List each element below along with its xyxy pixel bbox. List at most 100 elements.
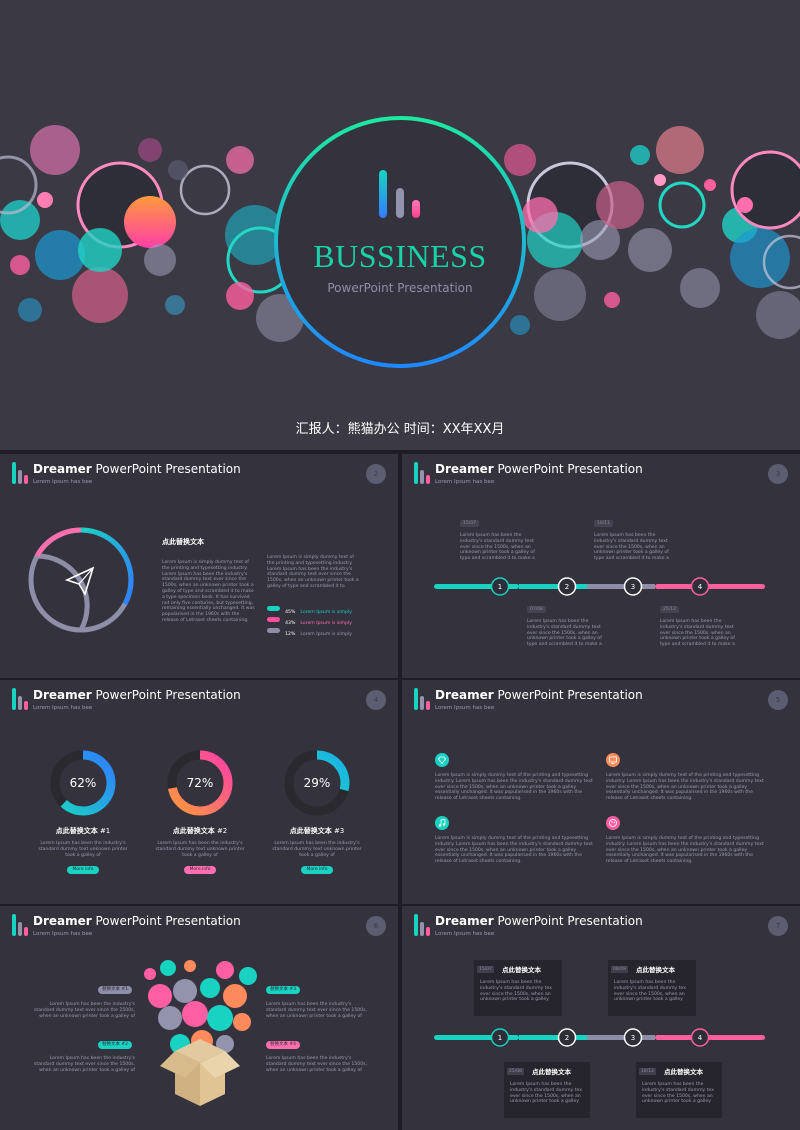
timeline-bar: 1 2 3 4 bbox=[434, 577, 765, 596]
slide-logo-icon bbox=[414, 914, 430, 936]
body-text: Lorem Ipsum is simply dummy text of the … bbox=[162, 560, 255, 623]
svg-text:4: 4 bbox=[698, 1034, 703, 1042]
feature-text: Lorem Ipsum is simply dummy text of the … bbox=[606, 773, 764, 802]
legend-item: 43% Lorem Ipsum is simply bbox=[267, 609, 352, 626]
bokeh-background bbox=[0, 116, 800, 368]
cover-center-ring bbox=[274, 116, 526, 368]
timeline-node: 2 bbox=[557, 577, 577, 596]
slide-title: Dreamer PowerPoint Presentation bbox=[435, 462, 643, 476]
feature-text: Lorem Ipsum is simply dummy text of the … bbox=[435, 773, 593, 802]
legend-item: 45% Lorem Ipsum is simply bbox=[267, 598, 352, 615]
tag-text: Lorem Ipsum has been the industry's stan… bbox=[266, 1002, 367, 1019]
timeline-bar: 1 2 3 4 bbox=[434, 1028, 765, 1047]
donut-card: 29% bbox=[282, 748, 352, 822]
tag-pill: 替换文本 #3 bbox=[266, 986, 300, 994]
timeline-node: 4 bbox=[690, 577, 710, 596]
slide-subtitle: Lorem Ipsum has bee bbox=[33, 931, 93, 937]
timeline-text: Lorem Ipsum has been the industry's stan… bbox=[594, 533, 669, 562]
more-info-button[interactable]: More info bbox=[184, 866, 216, 874]
slide-4: Dreamer PowerPoint Presentation Lorem Ip… bbox=[0, 680, 398, 904]
palette-icon bbox=[606, 816, 620, 830]
slide-logo-icon bbox=[12, 914, 28, 936]
slide-title: Dreamer PowerPoint Presentation bbox=[33, 914, 241, 928]
slide-subtitle: Lorem Ipsum has bee bbox=[33, 705, 93, 711]
tag-pill: 替换文本 #2 bbox=[98, 1041, 132, 1049]
timeline-text: Lorem Ipsum has been the industry's stan… bbox=[460, 533, 535, 562]
slide-title: Dreamer PowerPoint Presentation bbox=[33, 688, 241, 702]
donut-card: 72% bbox=[165, 748, 235, 822]
slide-number: 4 bbox=[366, 690, 386, 710]
cover-slide: BUSSINESS PowerPoint Presentation 汇报人：熊猫… bbox=[0, 0, 800, 450]
monitor-icon bbox=[606, 753, 620, 767]
legend-item: 12% Lorem Ipsum is simply bbox=[267, 620, 352, 637]
slide-logo-icon bbox=[12, 462, 28, 484]
tag-text: Lorem Ipsum has been the industry's stan… bbox=[34, 1056, 135, 1073]
timeline-node: 2 bbox=[557, 1028, 577, 1047]
timeline-node: 1 bbox=[490, 577, 510, 596]
timeline-node: 3 bbox=[623, 1028, 643, 1047]
donut-percent: 72% bbox=[187, 776, 214, 790]
donut-chart: 29% bbox=[284, 750, 350, 816]
diamond-icon bbox=[435, 753, 449, 767]
slide-logo-icon bbox=[12, 688, 28, 710]
timeline-card: 18/12 点此替换文本 Lorem Ipsum has been the in… bbox=[636, 1062, 722, 1118]
tag-text: Lorem Ipsum has been the industry's stan… bbox=[266, 1056, 367, 1073]
feature-text: Lorem Ipsum is simply dummy text of the … bbox=[435, 836, 593, 865]
timeline-node: 4 bbox=[690, 1028, 710, 1047]
cover-subtitle: PowerPoint Presentation bbox=[327, 281, 473, 295]
donut-text: Lorem Ipsum has been the industry's stan… bbox=[38, 841, 128, 858]
svg-text:3: 3 bbox=[631, 1034, 635, 1042]
slide-number: 2 bbox=[366, 464, 386, 484]
slide-title: Dreamer PowerPoint Presentation bbox=[435, 914, 643, 928]
slide-logo-icon bbox=[414, 462, 430, 484]
slide-logo-icon bbox=[414, 688, 430, 710]
tag-text: Lorem Ipsum has been the industry's stan… bbox=[34, 1002, 135, 1019]
tag-pill: 替换文本 #4 bbox=[266, 1041, 300, 1049]
body-text: Lorem Ipsum is simply dummy text of the … bbox=[267, 555, 359, 589]
divider bbox=[398, 450, 402, 1130]
section-heading: 点此替换文本 bbox=[162, 538, 204, 546]
divider bbox=[0, 677, 800, 680]
slide-title: Dreamer PowerPoint Presentation bbox=[435, 688, 643, 702]
divider bbox=[0, 903, 800, 906]
svg-text:2: 2 bbox=[565, 583, 569, 591]
timeline-date: 07/08 bbox=[527, 606, 546, 613]
timeline-text: Lorem Ipsum has been the industry's stan… bbox=[527, 619, 602, 648]
donut-label: 点此替换文本 #1 bbox=[55, 827, 111, 835]
cover-title: BUSSINESS bbox=[313, 238, 487, 274]
svg-text:3: 3 bbox=[631, 583, 635, 591]
box-illustration bbox=[144, 960, 257, 1106]
svg-text:1: 1 bbox=[498, 1034, 502, 1042]
feature-text: Lorem Ipsum is simply dummy text of the … bbox=[606, 836, 764, 865]
cover-logo-icon bbox=[379, 170, 420, 218]
cover-reporter-line: 汇报人：熊猫办公 时间：XX年XX月 bbox=[295, 422, 505, 437]
slide-6: Dreamer PowerPoint Presentation Lorem Ip… bbox=[0, 906, 398, 1130]
timeline-card: 25/08 点此替换文本 Lorem Ipsum has been the in… bbox=[504, 1062, 590, 1118]
donut-text: Lorem Ipsum has been the industry's stan… bbox=[155, 841, 245, 858]
slide-number: 5 bbox=[768, 690, 788, 710]
donut-card: 62% bbox=[48, 748, 118, 822]
donut-label: 点此替换文本 #2 bbox=[172, 827, 228, 835]
ring-chart bbox=[28, 527, 134, 633]
slide-3: Dreamer PowerPoint Presentation Lorem Ip… bbox=[402, 454, 800, 678]
slide-title: Dreamer PowerPoint Presentation bbox=[33, 462, 241, 476]
legend: 45% Lorem Ipsum is simply 43% Lorem Ipsu… bbox=[267, 598, 352, 637]
donut-chart: 72% bbox=[167, 750, 233, 816]
timeline-date: 25/12 bbox=[660, 606, 679, 613]
slide-2: Dreamer PowerPoint Presentation Lorem Ip… bbox=[0, 454, 398, 678]
timeline-card: 08/09 点此替换文本 Lorem Ipsum has been the in… bbox=[608, 960, 696, 1016]
slide-number: 7 bbox=[768, 916, 788, 936]
svg-text:4: 4 bbox=[698, 583, 703, 591]
timeline-text: Lorem Ipsum has been the industry's stan… bbox=[660, 619, 735, 648]
donut-label: 点此替换文本 #3 bbox=[289, 827, 345, 835]
slide-number: 3 bbox=[768, 464, 788, 484]
more-info-button[interactable]: More info bbox=[67, 866, 99, 874]
music-icon bbox=[435, 816, 449, 830]
slide-subtitle: Lorem Ipsum has bee bbox=[435, 931, 495, 937]
svg-text:1: 1 bbox=[498, 583, 502, 591]
timeline-date: 10/11 bbox=[594, 520, 613, 527]
more-info-button[interactable]: More info bbox=[301, 866, 333, 874]
slide-subtitle: Lorem Ipsum has bee bbox=[435, 479, 495, 485]
timeline-card: 15/07 点此替换文本 Lorem Ipsum has been the in… bbox=[474, 960, 562, 1016]
tag-pill: 替换文本 #1 bbox=[98, 986, 132, 994]
